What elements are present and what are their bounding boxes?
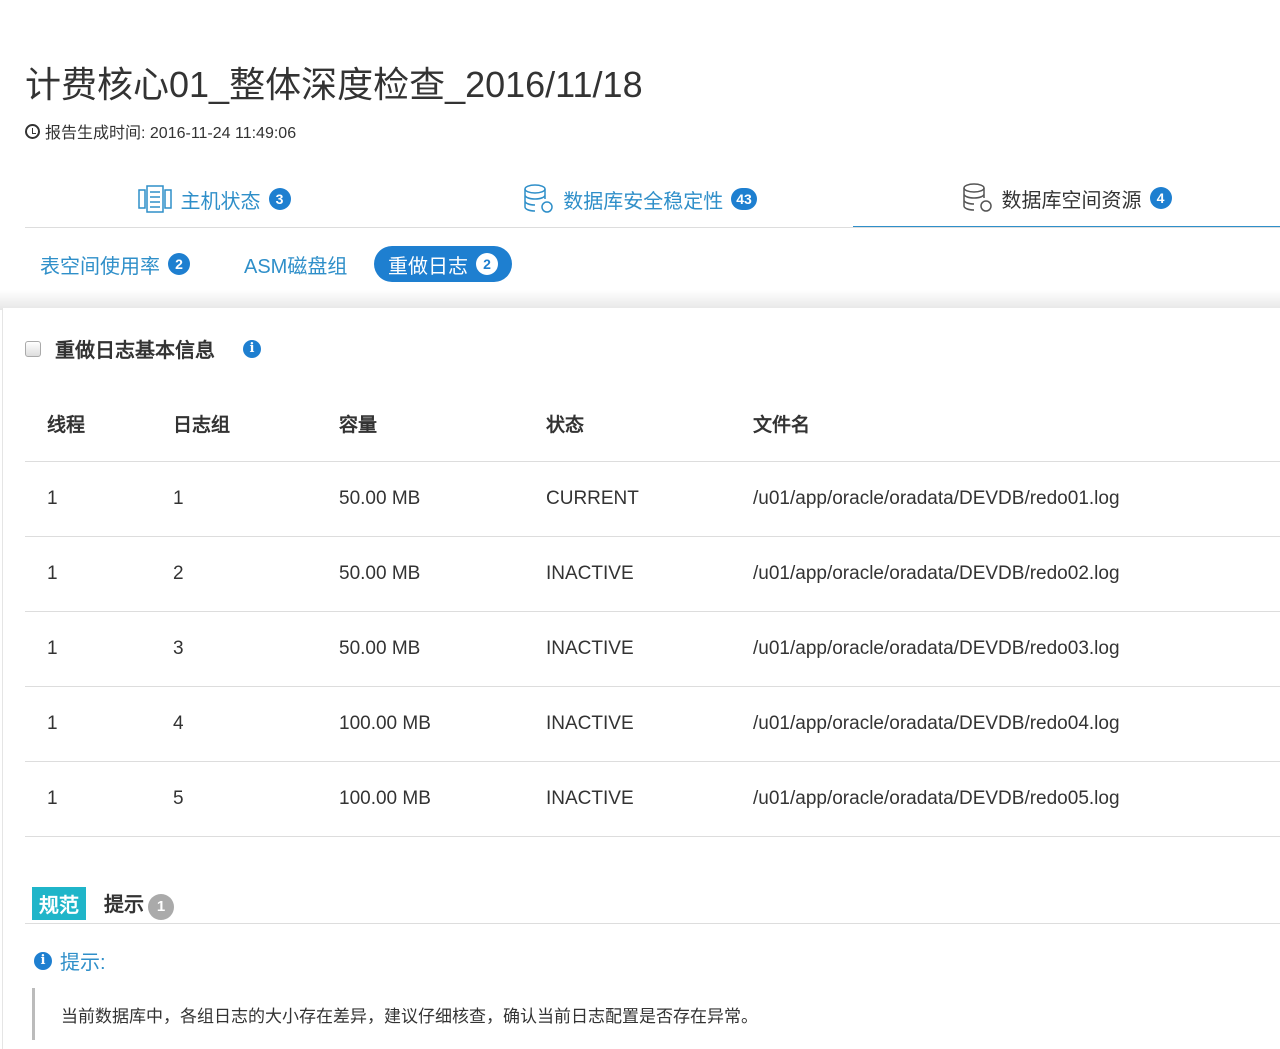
table-cell: /u01/app/oracle/oradata/DEVDB/redo05.log [753, 761, 1280, 837]
table-cell: INACTIVE [546, 761, 753, 837]
page-title: 计费核心01_整体深度检查_2016/11/18 [25, 64, 643, 105]
section-header: 重做日志基本信息 i [25, 334, 261, 363]
col-thread: 线程 [25, 386, 173, 462]
table-cell: 1 [25, 686, 173, 762]
table-cell: 50.00 MB [339, 461, 546, 537]
tab-label: 数据库空间资源 [1001, 189, 1142, 212]
table-cell: /u01/app/oracle/oradata/DEVDB/redo04.log [753, 686, 1280, 762]
table-cell: 4 [173, 686, 339, 762]
table-cell: 1 [25, 611, 173, 687]
col-status: 状态 [546, 386, 753, 462]
table-cell: 1 [25, 761, 173, 837]
table-cell: 5 [173, 761, 339, 837]
database-icon [962, 183, 992, 212]
subtab-label: ASM磁盘组 [244, 255, 348, 278]
table-cell: 2 [173, 536, 339, 612]
tab-host-status[interactable]: 主机状态 3 [0, 170, 427, 228]
table-cell: INACTIVE [546, 536, 753, 612]
table-row: 1 4 100.00 MB INACTIVE/u01/app/oracle/orada… [25, 686, 1280, 762]
section-checkbox[interactable] [25, 340, 41, 357]
tab-label: 主机状态 [180, 190, 261, 213]
table-cell: INACTIVE [546, 686, 753, 762]
table-cell: 1 [173, 461, 339, 537]
tab-tips-label: 提示 [104, 893, 144, 916]
col-filename: 文件名 [753, 386, 1280, 462]
tab-db-security[interactable]: 数据库安全稳定性 43 [427, 170, 853, 228]
tab-label: 数据库安全稳定性 [563, 190, 724, 213]
table-cell: 50.00 MB [339, 536, 546, 612]
server-icon [137, 185, 172, 213]
tab-db-space[interactable]: 数据库空间资源 4 [853, 170, 1280, 228]
info-icon[interactable]: i [243, 339, 261, 358]
table-cell: 3 [173, 611, 339, 687]
subtab-asm[interactable]: ASM磁盘组 [230, 246, 361, 282]
table-cell: INACTIVE [546, 611, 753, 687]
col-group: 日志组 [173, 386, 339, 462]
tip-label: 提示: [60, 952, 106, 974]
standard-tag: 规范 [32, 887, 86, 920]
count-badge: 4 [1149, 187, 1172, 209]
divider [25, 227, 1280, 228]
tab-tips[interactable]: 提示 1 [104, 888, 174, 920]
count-badge: 2 [168, 253, 190, 275]
table-row: 1 5 100.00 MB INACTIVE/u01/app/oracle/orada… [25, 761, 1280, 837]
table-cell: 1 [25, 536, 173, 612]
table-row: 1 3 50.00 MB INACTIVE/u01/app/oracle/oradat… [25, 611, 1280, 687]
subtab-label: 表空间使用率 [40, 255, 160, 278]
table-cell: /u01/app/oracle/oradata/DEVDB/redo03.log [753, 611, 1280, 687]
count-badge: 43 [731, 188, 757, 210]
info-icon: i [34, 951, 52, 970]
table-cell: /u01/app/oracle/oradata/DEVDB/redo02.log [753, 536, 1280, 612]
tip-text: 当前数据库中，各组日志的大小存在差异，建议仔细核查，确认当前日志配置是否存在异常… [32, 988, 758, 1040]
subtab-label: 重做日志 [388, 255, 468, 278]
section-title: 重做日志基本信息 [55, 340, 215, 362]
table-header-row: 线程 日志组 容量 状态 文件名 [25, 386, 1280, 462]
footer-tabs: 规范 提示 1 [32, 887, 174, 920]
clock-icon [25, 123, 40, 139]
table-cell: 100.00 MB [339, 761, 546, 837]
table-row: 1 1 50.00 MB CURRENT/u01/app/oracle/oradata… [25, 461, 1280, 537]
redo-log-table: 线程 日志组 容量 状态 文件名 1 1 50.00 MB CURRENT/u01/a… [25, 386, 1280, 837]
count-badge: 2 [476, 253, 498, 275]
subtab-tablespace[interactable]: 表空间使用率 2 [26, 246, 204, 282]
table-cell: 100.00 MB [339, 686, 546, 762]
table-cell: 1 [25, 461, 173, 537]
report-time: 报告生成时间: 2016-11-24 11:49:06 [25, 119, 296, 143]
table-cell: 50.00 MB [339, 611, 546, 687]
database-icon [524, 184, 553, 213]
shadow-band [0, 290, 1280, 310]
count-badge: 3 [268, 188, 291, 210]
count-badge: 1 [148, 893, 174, 920]
report-time-text: 报告生成时间: 2016-11-24 11:49:06 [45, 125, 297, 142]
table-cell: CURRENT [546, 461, 753, 537]
divider [25, 923, 1280, 924]
subtab-redo-log[interactable]: 重做日志 2 [374, 246, 512, 282]
tip-header: i 提示: [34, 946, 106, 975]
table-cell: /u01/app/oracle/oradata/DEVDB/redo01.log [753, 461, 1280, 537]
col-size: 容量 [339, 386, 546, 462]
table-row: 1 2 50.00 MB INACTIVE/u01/app/oracle/oradat… [25, 536, 1280, 612]
